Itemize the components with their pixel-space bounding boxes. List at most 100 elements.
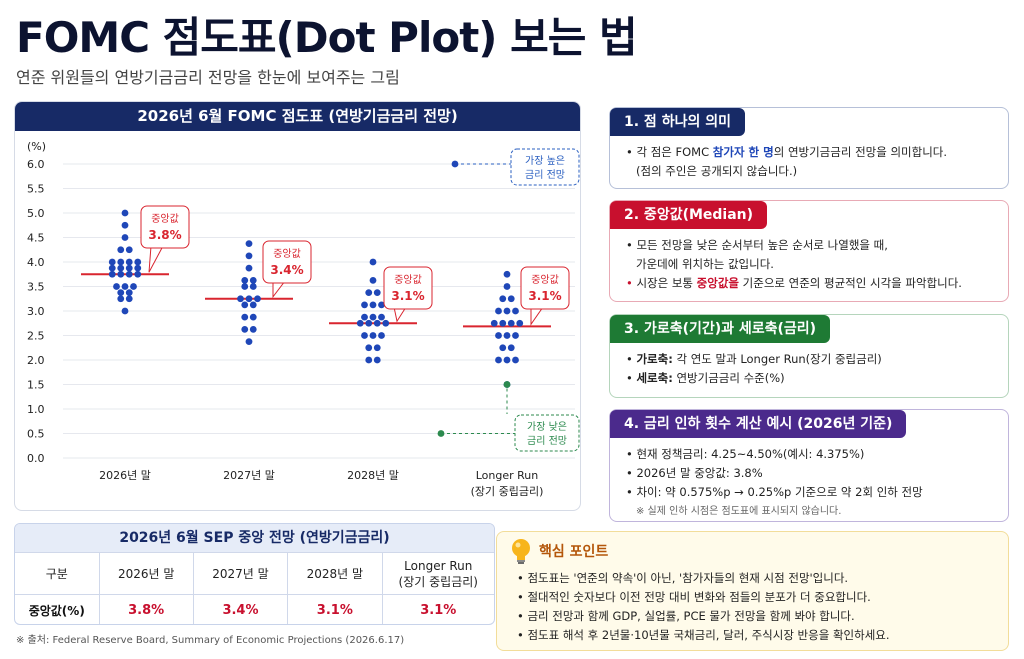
projection-dot xyxy=(365,319,373,327)
table-header: Longer Run (장기 중립금리) xyxy=(382,552,494,595)
projection-dot-highest xyxy=(451,160,459,168)
projection-dot xyxy=(507,344,515,352)
projection-dot xyxy=(125,246,133,254)
table-row-label: 중앙값(%) xyxy=(15,594,100,624)
median-callout-label: 중앙값 xyxy=(394,274,422,286)
projection-dot xyxy=(130,283,137,290)
x-tick-label: 2027년 말 xyxy=(223,469,275,482)
median-callout xyxy=(520,266,570,310)
info-box-title: 1. 점 하나의 의미 xyxy=(610,108,745,136)
projection-dot xyxy=(245,338,253,346)
projection-dot xyxy=(237,295,244,303)
y-tick-label: 0.5 xyxy=(27,428,45,441)
info-box-median: 2. 중앙값(Median) • 모든 전망을 낮은 순서부터 높은 순서로 나… xyxy=(609,200,1009,302)
info-box-title: 4. 금리 인하 횟수 계산 예시 (2026년 기준) xyxy=(610,410,907,438)
median-callout-value: 3.1% xyxy=(391,289,424,303)
projection-dot xyxy=(245,240,253,248)
list-item: • 점도표는 '연준의 약속'이 아닌, '참가자들의 현재 시점 전망'입니다… xyxy=(517,571,849,585)
projection-dot xyxy=(373,319,381,327)
projection-dot xyxy=(249,276,257,284)
sep-table-panel: 2026년 6월 SEP 중앙 전망 (연방기금금리) 구분 2026년 말 2… xyxy=(14,523,495,625)
projection-dot xyxy=(245,295,253,303)
projection-dot xyxy=(503,356,511,364)
dot-plot-panel: 0.0 0.5 1.0 1.5 2.0 2.5 3.0 3.5 4.0 4.5 5.0 5.5 6.0 (… xyxy=(14,101,581,511)
projection-dot xyxy=(108,264,116,272)
projection-dot xyxy=(241,276,249,284)
projection-dot xyxy=(125,258,133,266)
projection-dot xyxy=(108,270,116,278)
median-callout-value: 3.8% xyxy=(148,228,181,242)
projection-dot xyxy=(378,313,385,321)
table-cell: 3.1% xyxy=(287,594,383,624)
projection-dot xyxy=(516,319,524,327)
annotation-text: 금리 전망 xyxy=(527,435,567,447)
projection-dot xyxy=(503,332,511,339)
projection-dot xyxy=(125,264,133,272)
projection-dot xyxy=(356,319,364,327)
info-box-title: 2. 중앙값(Median) xyxy=(610,201,768,229)
projection-dot xyxy=(490,319,498,327)
projection-dot xyxy=(117,258,125,266)
y-tick-label: 5.0 xyxy=(27,207,45,220)
list-item: 가운데에 위치하는 값입니다. xyxy=(636,257,774,271)
projection-dot xyxy=(361,301,368,309)
y-tick-label: 6.0 xyxy=(27,158,45,171)
projection-dot xyxy=(369,258,377,266)
projection-dot xyxy=(512,307,519,315)
median-callout xyxy=(383,266,433,310)
table-cell: 3.1% xyxy=(382,594,494,624)
projection-dot xyxy=(507,295,515,303)
x-tick-label: 2028년 말 xyxy=(347,469,399,482)
projection-dot xyxy=(241,283,249,290)
median-callout xyxy=(262,240,312,284)
table-header: 2027년 말 xyxy=(193,552,289,595)
projection-dot xyxy=(495,332,502,339)
y-tick-label: 2.0 xyxy=(27,354,45,367)
list-item: • 절대적인 숫자보다 이전 전망 대비 변화와 점들의 분포가 더 중요합니다… xyxy=(517,590,871,604)
median-callout xyxy=(140,205,190,249)
projection-dot xyxy=(241,325,249,333)
projection-dot xyxy=(382,319,390,327)
y-tick-label: 3.0 xyxy=(27,305,45,318)
projection-dot xyxy=(125,289,133,297)
projection-dot xyxy=(125,295,133,303)
list-item: • 각 점은 FOMC 참가자 한 명의 연방기금금리 전망을 의미합니다. xyxy=(626,145,948,159)
y-tick-label: 3.5 xyxy=(27,281,45,294)
projection-dot-outlier xyxy=(503,381,511,388)
y-tick-label: 4.0 xyxy=(27,256,45,269)
annotation-text: 가장 낮은 xyxy=(527,421,567,433)
projection-dot xyxy=(373,344,381,352)
projection-dot xyxy=(249,325,257,333)
projection-dot xyxy=(499,295,507,303)
projection-dot xyxy=(512,332,519,339)
annotation-text: 금리 전망 xyxy=(525,169,565,181)
projection-dot xyxy=(117,289,125,297)
projection-dot xyxy=(245,252,253,260)
median-callout-label: 중앙값 xyxy=(531,274,559,286)
callout-pointer xyxy=(530,306,544,326)
projection-dot xyxy=(121,283,129,290)
table-header-row: 구분 2026년 말 2027년 말 2028년 말 Longer Run (장기… xyxy=(15,552,494,595)
projection-dot xyxy=(241,301,249,309)
projection-dot xyxy=(117,270,125,278)
projection-dot xyxy=(369,332,377,339)
sep-title: 2026년 6월 SEP 중앙 전망 (연방기금금리) xyxy=(15,524,494,552)
projection-dot xyxy=(369,276,377,284)
median-callout-label: 중앙값 xyxy=(151,213,179,225)
projection-dot-lowest xyxy=(437,430,445,437)
projection-dot xyxy=(503,283,511,290)
projection-dot xyxy=(373,356,381,364)
sep-table: 구분 2026년 말 2027년 말 2028년 말 Longer Run (장기… xyxy=(15,552,494,624)
y-axis-label: (%) xyxy=(27,140,46,153)
table-row: 중앙값(%) 3.8% 3.4% 3.1% 3.1% xyxy=(15,594,494,624)
projection-dot xyxy=(378,301,385,309)
page-subtitle: 연준 위원들의 연방기금금리 전망을 한눈에 보여주는 그림 xyxy=(16,68,400,87)
projection-dot xyxy=(121,234,129,241)
list-item: • 모든 전망을 낮은 순서부터 높은 순서로 나열했을 때, xyxy=(626,238,888,252)
projection-dot xyxy=(512,356,519,364)
projection-dot xyxy=(121,209,129,217)
projection-dot xyxy=(499,344,507,352)
projection-dot xyxy=(249,301,257,309)
annotation-text: 가장 높은 xyxy=(525,155,565,167)
projection-dot xyxy=(117,295,125,303)
